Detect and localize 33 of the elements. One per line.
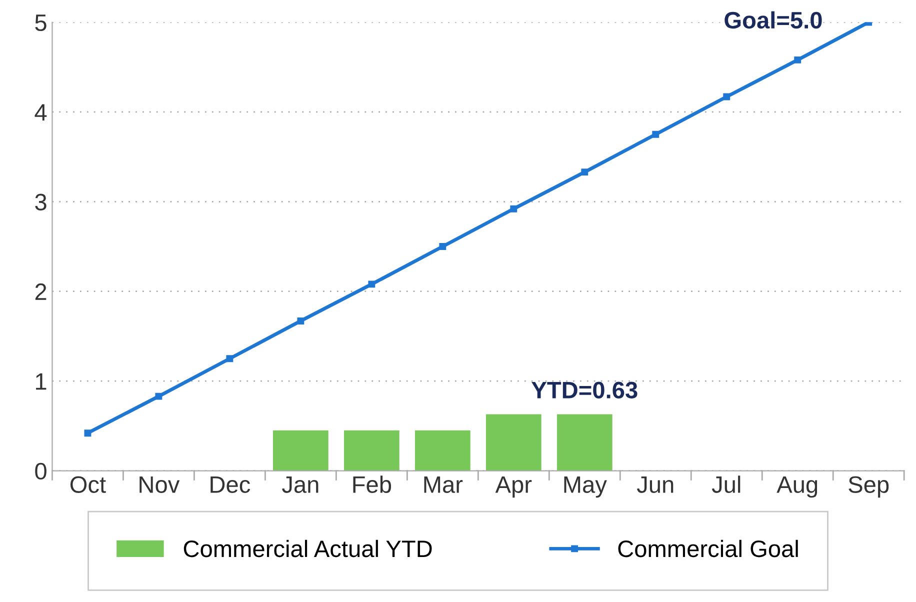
point	[155, 392, 162, 400]
annotation: Goal=5.0	[724, 11, 822, 29]
x-tick-label: Sep	[848, 476, 889, 498]
x-tick-label: Feb	[353, 476, 392, 493]
x-tick-label: May	[564, 476, 607, 498]
x-tick-label: Nov	[140, 476, 180, 493]
point	[439, 243, 446, 250]
y-tick-label: 1	[36, 373, 46, 390]
x-tick-label: Jul	[712, 476, 740, 493]
point	[84, 430, 92, 437]
point	[226, 355, 234, 362]
point	[652, 130, 660, 138]
point	[581, 168, 588, 176]
point	[297, 317, 304, 324]
annotation: YTD=0.63	[532, 382, 638, 399]
x-tick-label: Dec	[210, 476, 250, 493]
legend-label: Commercial Goal	[618, 540, 798, 558]
y-tick-label: 0	[35, 462, 46, 480]
y-tick-label: 3	[35, 194, 46, 210]
x-tick-label: Oct	[70, 476, 106, 493]
x-tick-label: Jan	[282, 476, 318, 493]
x-tick-label: Jun	[636, 476, 674, 493]
point	[510, 205, 518, 212]
x-tick-label: Aug	[776, 476, 818, 498]
x-tick-label: Mar	[424, 476, 463, 493]
y-tick-label: 5	[35, 14, 46, 32]
point	[794, 56, 802, 64]
x-tick-label: Apr	[495, 476, 532, 498]
point	[723, 93, 730, 100]
y-tick-label: 2	[35, 283, 46, 300]
legend-label: Commercial Actual YTD	[184, 540, 432, 558]
y-tick-label: 4	[34, 104, 47, 121]
point	[368, 280, 376, 288]
